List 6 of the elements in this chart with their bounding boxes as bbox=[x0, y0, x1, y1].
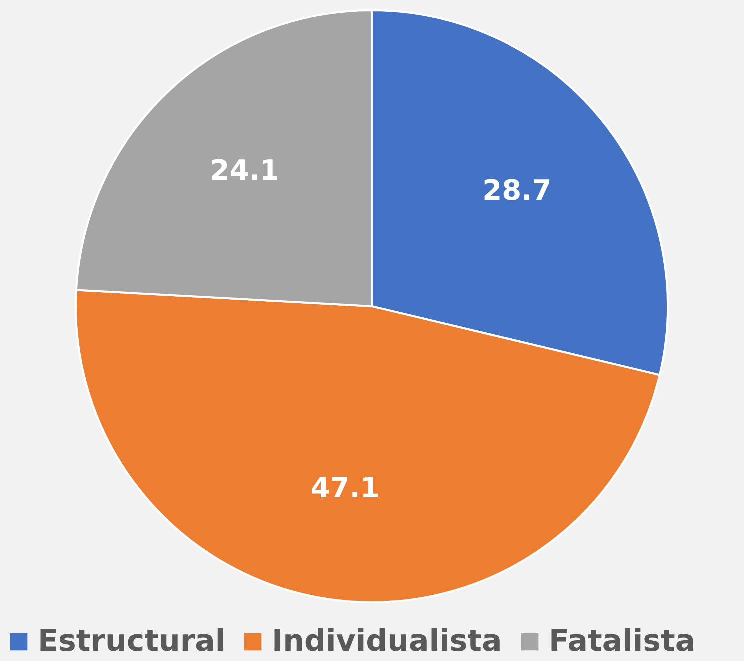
legend-label: Estructural bbox=[38, 624, 226, 659]
legend-label: Individualista bbox=[272, 624, 502, 659]
legend-label: Fatalista bbox=[549, 624, 696, 659]
data-label: 24.1 bbox=[210, 154, 280, 188]
data-label: 47.1 bbox=[310, 472, 380, 505]
data-label: 28.7 bbox=[482, 174, 552, 207]
